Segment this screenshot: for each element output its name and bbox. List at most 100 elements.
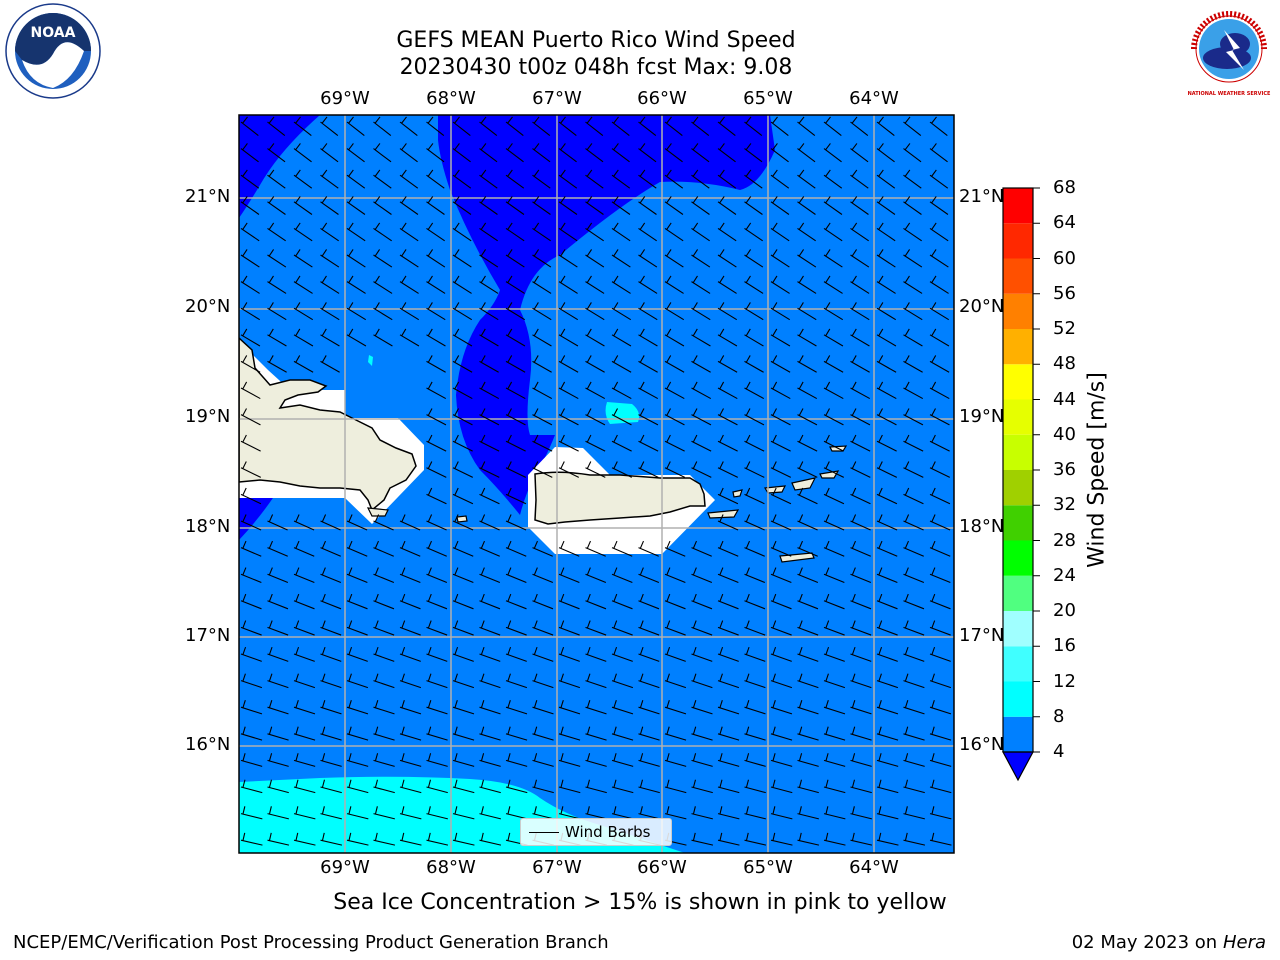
wind-barb-flag [586,143,593,151]
wind-barb-flag [268,806,272,815]
wind-barb-flag [639,806,643,815]
wind-barb-flag [268,620,273,629]
wind-barb-shaft [957,468,977,478]
wind-barb-flag [560,620,565,629]
wind-barb-shaft [823,360,844,373]
wind-barb-shaft [823,334,844,347]
wind-barb-flag [560,753,564,762]
wind-barb-flag [798,487,804,496]
wind-barb-flag [427,779,432,788]
wind-barb-flag [904,567,909,576]
wind-barb-flag [295,646,300,655]
wind-barb-flag [878,143,884,151]
wind-barb-flag [745,222,752,230]
wind-barb-shaft [797,281,817,294]
wind-barb-flag [401,196,407,204]
wind-barb-shaft [929,281,949,294]
wind-barb-flag [268,567,273,576]
wind-barb-flag [242,302,248,310]
wind-barb-flag [480,514,486,523]
wind-barb-shaft [346,121,365,136]
wind-barb-flag [268,593,273,602]
wind-barb-flag [348,779,352,788]
wind-barb-shaft [426,573,448,584]
wind-barb-flag [745,249,752,257]
wind-barb-shaft [957,361,976,372]
wind-barb-shaft [797,706,819,715]
wind-barb-flag [878,514,883,523]
culebra-island [732,489,743,498]
wind-barb-shaft [346,626,368,636]
wind-barb-shaft [240,653,262,662]
wind-barb-flag [454,355,460,363]
wind-barb-flag [666,567,671,576]
wind-barb-flag [454,620,459,629]
wind-barb-flag [295,169,301,177]
wind-barb-shaft [267,520,288,531]
wind-barb-shaft [717,573,739,584]
wind-barb-flag [560,328,566,337]
wind-barb-shaft [585,733,607,741]
wind-barb-shaft [691,227,710,242]
wind-barb-flag [454,302,460,310]
wind-barb-flag [321,540,326,549]
wind-barb-flag [798,275,804,283]
wind-barb-shaft [929,254,949,268]
wind-barb-shaft [611,254,631,268]
wind-barb-flag [613,779,617,788]
wind-barb-shaft [267,839,290,846]
wind-barb-shaft [957,122,974,136]
wind-barb-flag [295,249,301,257]
wind-barb-flag [666,302,672,310]
wind-barb-shaft [744,733,766,741]
wind-barb-flag [374,726,379,735]
wind-barb-flag [931,143,937,151]
colorbar-tick-label: 40 [1053,423,1076,445]
wind-barb-shaft [876,653,898,662]
wind-barb-flag [427,434,433,443]
wind-barb-flag [639,328,645,337]
wind-barb-shaft [664,281,684,294]
wind-barb-flag [480,275,486,283]
wind-barb-shaft [532,174,551,189]
wind-barb-shaft [744,626,766,636]
wind-barb-flag [560,434,565,443]
wind-barb-shaft [823,467,845,478]
wind-barb-flag [401,222,407,230]
wind-barb-flag [427,143,434,151]
wind-barb-shaft [717,547,739,557]
wind-barb-flag [242,832,246,841]
noaa-logo-text: NOAA [31,25,76,41]
wind-barb-flag [560,355,566,363]
wind-barb-flag [745,461,751,469]
wind-barb-shaft [929,467,951,478]
wind-barb-flag [613,328,619,337]
wind-barb-flag [454,514,459,523]
lat-label: 18°N [185,516,231,537]
wind-barb-shaft [611,600,633,610]
wind-barb-shaft [823,573,845,584]
wind-barb-shaft [240,759,263,767]
wind-barb-flag [295,726,299,735]
wind-barb-shaft [452,786,475,794]
wind-barb-flag [507,779,511,788]
wind-barb-flag [507,514,512,523]
wind-barb-shaft [479,759,501,767]
wind-barb-flag [931,726,935,735]
wind-barb-shaft [664,414,685,426]
wind-barb-shaft [320,706,342,715]
wind-barb-shaft [373,227,392,242]
wind-barb-shaft [929,786,952,794]
lat-label: 16°N [185,734,231,755]
wind-barb-flag [560,302,566,310]
wind-barb-shaft [797,547,818,557]
wind-barb-flag [401,620,406,629]
wind-barb-flag [958,541,961,548]
wind-barb-shaft [320,121,339,136]
wind-barb-shaft [373,334,393,347]
wind-barb-flag [878,222,884,230]
wind-barb-shaft [876,121,895,136]
wind-barb-flag [586,700,591,708]
wind-barb-shaft [293,813,316,820]
wind-barb-shaft [876,360,897,373]
